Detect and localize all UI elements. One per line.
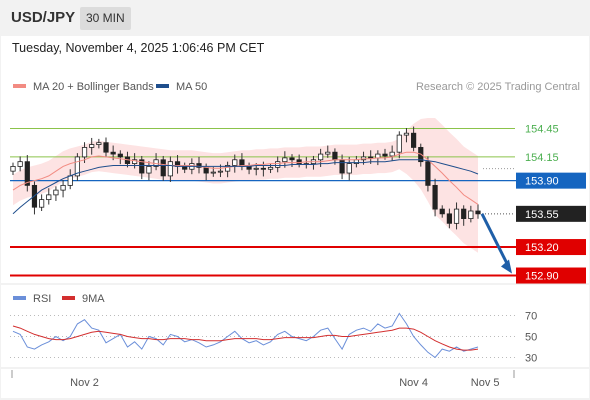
symbol-label: USD/JPY bbox=[11, 9, 76, 26]
ma20-line bbox=[12, 151, 479, 205]
candle-body bbox=[446, 213, 452, 224]
legend-swatch bbox=[156, 84, 169, 88]
resistance-label: 154.45 bbox=[525, 123, 559, 135]
candle-body bbox=[325, 151, 331, 155]
chart-datetime: Tuesday, November 4, 2025 1:06:46 PM CET bbox=[12, 41, 265, 55]
candle-body bbox=[117, 153, 123, 158]
candle-body bbox=[10, 166, 16, 172]
legend-label: MA 20 + Bollinger Bands bbox=[33, 81, 154, 93]
candle-body bbox=[275, 161, 281, 168]
rsi-tick-label: 70 bbox=[525, 311, 537, 323]
candle-body bbox=[103, 142, 109, 153]
x-tick-label: Nov 2 bbox=[70, 377, 99, 389]
candle-body bbox=[389, 151, 395, 157]
candle-body bbox=[217, 170, 224, 173]
candle-body bbox=[339, 159, 345, 174]
pivot-label: 153.90 bbox=[525, 176, 559, 188]
current-price-label: 153.55 bbox=[525, 209, 559, 221]
candle-body bbox=[146, 166, 152, 174]
chart-credit: Research © 2025 Trading Central bbox=[416, 81, 580, 93]
candle-body bbox=[67, 175, 73, 186]
target-label-box bbox=[516, 239, 586, 256]
resistance-label: 154.15 bbox=[525, 152, 559, 164]
candle-body bbox=[74, 156, 80, 177]
bollinger-band bbox=[13, 118, 478, 253]
candle-body bbox=[17, 161, 23, 167]
candle-body bbox=[167, 161, 173, 177]
rsi-tick-label: 30 bbox=[525, 353, 537, 365]
rsi-legend-label: RSI bbox=[33, 293, 51, 305]
top-bar: USD/JPY 30 MIN bbox=[0, 0, 590, 36]
candle-body bbox=[468, 210, 474, 219]
candle-body bbox=[81, 147, 88, 158]
candle-body bbox=[210, 171, 216, 174]
candle-body bbox=[132, 159, 138, 164]
candle-body bbox=[411, 132, 417, 148]
candle-body bbox=[267, 166, 274, 170]
rsi-legend-swatch bbox=[62, 296, 75, 300]
candle-body bbox=[425, 161, 431, 186]
candle-body bbox=[403, 132, 410, 136]
target-label: 152.90 bbox=[525, 271, 559, 283]
candle-body bbox=[375, 153, 381, 159]
candle-body bbox=[139, 159, 145, 174]
candle-body bbox=[96, 142, 102, 145]
candle-body bbox=[24, 161, 30, 186]
candle-body bbox=[196, 163, 202, 168]
rsi-line bbox=[12, 312, 479, 359]
candle-body bbox=[46, 194, 52, 201]
candle-body bbox=[332, 151, 338, 161]
current-price-label-box bbox=[516, 205, 586, 222]
target-label-box bbox=[516, 267, 586, 284]
rsi-legend-swatch bbox=[13, 296, 26, 300]
candle-body bbox=[253, 167, 259, 170]
candle-body bbox=[453, 208, 460, 224]
candle-body bbox=[60, 184, 66, 191]
legend-swatch bbox=[13, 84, 26, 88]
candle-body bbox=[39, 199, 45, 208]
x-tick-label: Nov 4 bbox=[399, 377, 428, 389]
forecast-arrow-head bbox=[501, 259, 512, 274]
rsi-ma-line bbox=[12, 325, 479, 351]
candle-body bbox=[368, 156, 374, 159]
timeframe-badge[interactable]: 30 MIN bbox=[80, 7, 131, 30]
candle-body bbox=[475, 210, 481, 215]
rsi-tick-label: 50 bbox=[525, 332, 537, 344]
candle-body bbox=[225, 165, 231, 172]
legend-label: MA 50 bbox=[176, 81, 207, 93]
forecast-arrow-shaft bbox=[480, 213, 511, 269]
x-tick-label: Nov 5 bbox=[471, 377, 500, 389]
candle-body bbox=[203, 166, 209, 174]
candle-body bbox=[289, 157, 295, 161]
candle-body bbox=[396, 134, 402, 153]
candle-body bbox=[461, 208, 467, 219]
candle-body bbox=[296, 159, 302, 164]
candle-body bbox=[439, 208, 445, 215]
rsi-legend-label: 9MA bbox=[82, 293, 105, 305]
target-label: 153.20 bbox=[525, 242, 559, 254]
candle-body bbox=[382, 153, 388, 157]
candle-body bbox=[432, 184, 438, 210]
candle-body bbox=[318, 153, 324, 161]
candle-body bbox=[232, 159, 238, 166]
candle-body bbox=[346, 163, 352, 174]
ma50-line bbox=[12, 159, 479, 215]
candle-body bbox=[282, 157, 288, 163]
candle-body bbox=[260, 167, 266, 170]
candle-body bbox=[160, 159, 166, 177]
candle-body bbox=[53, 189, 59, 196]
candle-body bbox=[89, 144, 95, 148]
candle-body bbox=[110, 151, 116, 155]
pivot-label-box bbox=[516, 172, 586, 189]
